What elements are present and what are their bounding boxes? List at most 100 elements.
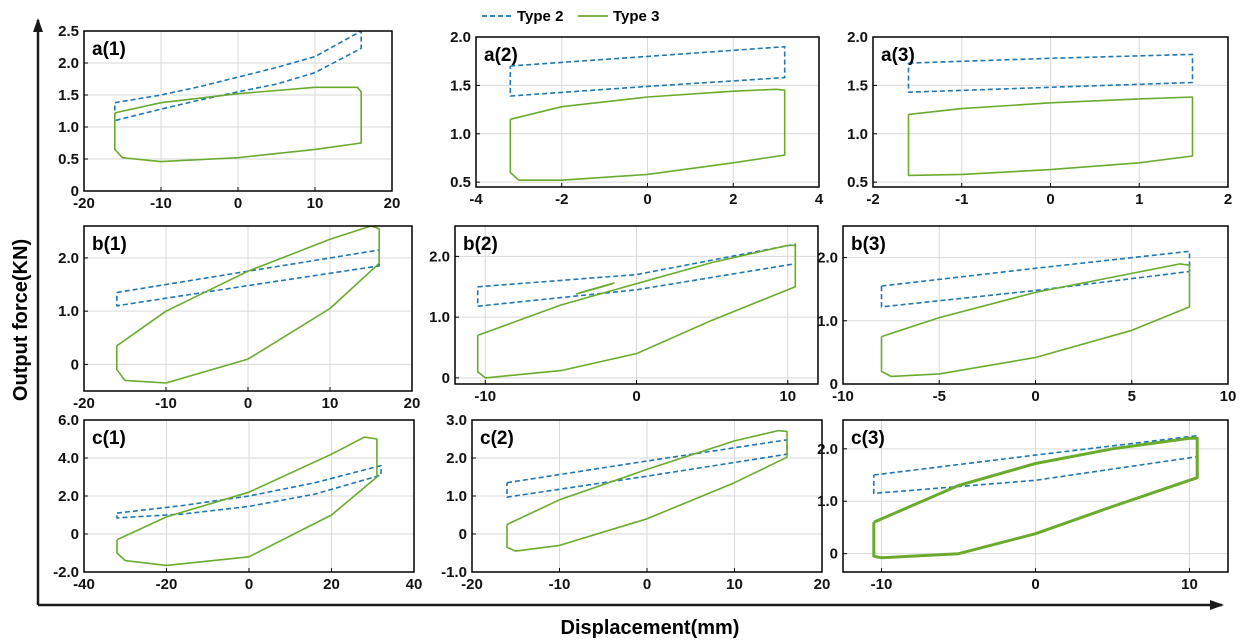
x-tick-label: 0 <box>643 576 651 593</box>
y-tick-label: 2.0 <box>847 29 868 46</box>
x-tick-label: -10 <box>155 395 177 412</box>
y-tick-label: 3.0 <box>446 412 467 429</box>
x-tick-label: -20 <box>156 576 178 593</box>
legend: Type 2 Type 3 <box>482 8 659 25</box>
x-tick-label: 0 <box>244 395 252 412</box>
y-tick-label: 0 <box>71 356 79 373</box>
series-type3-loop <box>476 244 797 379</box>
legend-type2-label: Type 2 <box>517 8 563 25</box>
y-tick-label: 1.0 <box>446 488 467 505</box>
panel-label: a(2) <box>484 45 518 66</box>
y-tick-label: 1.0 <box>817 313 838 330</box>
x-tick-label: -1 <box>955 191 968 208</box>
x-tick-label: -20 <box>73 195 95 212</box>
y-tick-label: 1.0 <box>450 126 471 143</box>
y-tick-label: 0 <box>442 370 450 387</box>
y-tick-label: 2.0 <box>58 250 79 267</box>
panel-label: c(2) <box>480 428 514 449</box>
panel-c3: -10 0 10 0 1.0 2.0 c(3) <box>817 419 1229 593</box>
y-tick-label: 1.0 <box>429 309 450 326</box>
x-tick-label: 0 <box>632 388 640 405</box>
y-tick-label: 0.5 <box>847 174 868 191</box>
x-tick-label: -40 <box>73 576 95 593</box>
panel-label: b(1) <box>92 234 127 255</box>
panel-c2: -20 -10 0 10 20 -1.0 0 1.0 2.0 3.0 c(2) <box>441 412 830 593</box>
y-tick-label: 0 <box>71 183 79 200</box>
y-tick-label: 0.5 <box>450 174 471 191</box>
panel-label: b(2) <box>463 234 498 255</box>
x-tick-label: -2 <box>866 191 879 208</box>
x-tick-label: 20 <box>814 576 831 593</box>
x-tick-label: 20 <box>323 576 340 593</box>
y-tick-label: 1.5 <box>450 77 471 94</box>
x-tick-label: 10 <box>322 395 339 412</box>
y-tick-label: 0 <box>459 526 467 543</box>
legend-type3-label: Type 3 <box>613 8 659 25</box>
x-tick-label: 0 <box>1046 191 1054 208</box>
x-tick-label: 0 <box>234 195 242 212</box>
y-tick-label: 2.0 <box>58 488 79 505</box>
x-tick-label: 20 <box>404 395 421 412</box>
x-tick-label: 0 <box>245 576 253 593</box>
panel-label: c(1) <box>92 428 126 449</box>
y-tick-label: 2.5 <box>58 23 79 40</box>
x-axis-title: Displacement(mm) <box>561 617 740 639</box>
x-tick-label: 1 <box>1135 191 1143 208</box>
x-tick-label: 20 <box>384 195 401 212</box>
x-tick-label: 10 <box>1181 576 1198 593</box>
series-type3-loop <box>880 263 1191 378</box>
panel-a2: -4 -2 0 2 4 0.5 1.0 1.5 2.0 a(2) <box>450 29 824 208</box>
x-tick-label: 10 <box>779 388 796 405</box>
series-type2-loop <box>114 31 363 122</box>
y-tick-label: 0.5 <box>58 151 79 168</box>
y-tick-label: 2.0 <box>429 248 450 265</box>
x-tick-label: 0 <box>1031 576 1039 593</box>
x-tick-label: -10 <box>832 388 854 405</box>
series-type3-loop <box>114 86 363 163</box>
panel-a1: -20 -10 0 10 20 0 0.5 1.0 1.5 2.0 2.5 a(1) <box>58 23 400 212</box>
y-tick-label: -2.0 <box>53 564 79 581</box>
y-tick-label: -1.0 <box>441 564 467 581</box>
x-tick-label: -10 <box>549 576 571 593</box>
x-tick-label: -5 <box>933 388 946 405</box>
series-type3-loop <box>116 226 381 384</box>
x-tick-label: -20 <box>73 395 95 412</box>
y-tick-label: 0 <box>830 546 838 563</box>
y-axis-title: Output force(KN) <box>10 239 32 401</box>
x-tick-label: -10 <box>474 388 496 405</box>
x-tick-label: -10 <box>150 195 172 212</box>
x-tick-label: 10 <box>726 576 743 593</box>
x-tick-label: 4 <box>815 191 824 208</box>
y-tick-label: 1.0 <box>847 126 868 143</box>
series-type3-loop <box>116 436 378 567</box>
x-tick-label: 0 <box>1031 388 1039 405</box>
x-tick-label: 0 <box>643 191 651 208</box>
series-type3-loop <box>509 88 786 181</box>
y-tick-label: 4.0 <box>58 450 79 467</box>
x-tick-label: 10 <box>307 195 324 212</box>
y-tick-label: 2.0 <box>817 441 838 458</box>
panel-b1: -20 -10 0 10 20 0 1.0 2.0 b(1) <box>58 225 421 412</box>
series-type3-loop <box>872 436 1199 560</box>
panel-b2: -10 0 10 0 1.0 2.0 b(2) <box>429 225 819 405</box>
panel-label: b(3) <box>851 234 886 255</box>
y-tick-label: 1.0 <box>817 493 838 510</box>
x-tick-label: -20 <box>461 576 483 593</box>
panel-label: c(3) <box>851 428 885 449</box>
panel-b3: -10 -5 0 5 10 0 1.0 2.0 b(3) <box>817 225 1237 405</box>
y-tick-label: 0 <box>71 526 79 543</box>
x-tick-label: 10 <box>1220 388 1237 405</box>
y-tick-label: 1.5 <box>847 77 868 94</box>
x-tick-label: 40 <box>406 576 423 593</box>
x-tick-label: 5 <box>1128 388 1136 405</box>
series-type3-loop <box>907 96 1194 177</box>
y-tick-label: 2.0 <box>450 29 471 46</box>
y-tick-label: 1.5 <box>58 87 79 104</box>
series-type3-loop <box>506 429 788 552</box>
y-tick-label: 6.0 <box>58 412 79 429</box>
panel-c1: -40 -20 0 20 40 -2.0 0 2.0 4.0 6.0 c(1) <box>53 412 422 593</box>
y-tick-label: 2.0 <box>58 55 79 72</box>
x-tick-label: 2 <box>1224 191 1232 208</box>
